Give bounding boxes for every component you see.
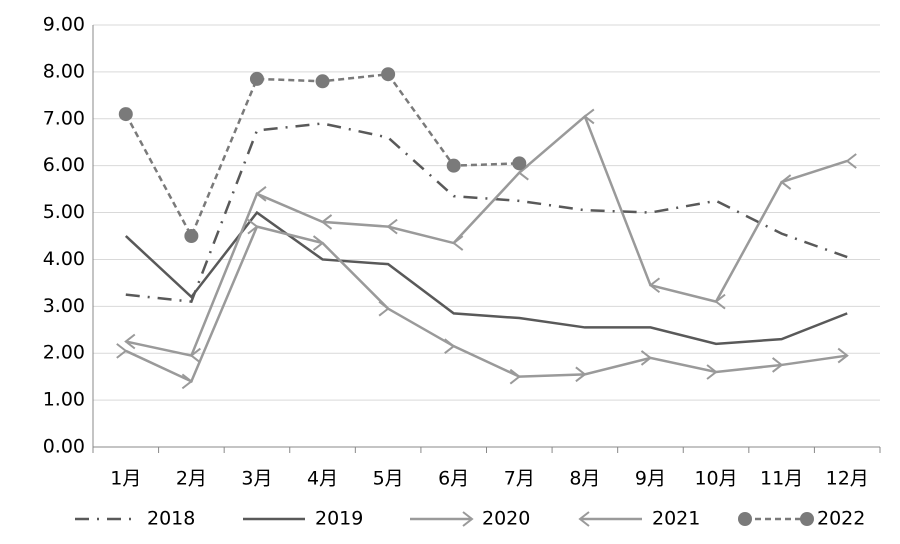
point-marker [124,333,136,350]
point-marker [772,357,784,373]
x-tick-label: 7月 [504,468,535,490]
legend-marker [800,512,814,526]
point-marker [509,368,521,385]
point-marker [837,347,849,364]
point-marker [247,218,259,235]
point-marker [714,293,726,310]
series-line [125,114,848,358]
point-marker [446,158,461,173]
point-marker [116,343,128,359]
y-tick-label: 7.00 [43,107,85,129]
legend-label: 2018 [147,508,195,530]
point-marker [181,373,194,390]
point-marker [320,214,333,230]
point-marker [512,156,527,171]
point-marker [315,74,330,89]
series-line [124,72,520,239]
x-tick-label: 1月 [110,468,141,490]
point-marker [517,164,529,181]
y-tick-label: 6.00 [43,154,85,176]
point-marker [255,186,267,202]
y-tick-label: 1.00 [43,389,85,411]
series-line [125,122,848,303]
point-marker [640,350,653,366]
x-tick-label: 10月 [694,468,737,490]
x-tick-label: 12月 [826,468,869,490]
point-marker [378,300,390,317]
point-marker [706,364,718,380]
x-tick-label: 11月 [760,468,803,490]
point-marker [249,71,264,86]
x-tick-label: 6月 [438,468,469,490]
y-tick-label: 3.00 [43,295,85,317]
legend-label: 2021 [652,508,700,530]
x-tick-label: 9月 [635,468,666,490]
legend-label: 2022 [817,508,865,530]
legend-marker [578,511,590,527]
series-line [124,210,848,346]
y-tick-label: 8.00 [43,60,85,82]
point-marker [575,366,587,383]
point-marker [845,153,857,169]
point-marker [312,235,325,251]
y-tick-label: 2.00 [43,342,85,364]
x-tick-label: 2月 [176,468,207,490]
point-marker [118,107,133,122]
x-tick-label: 8月 [569,468,600,490]
point-marker [381,67,396,82]
y-tick-label: 4.00 [43,248,85,270]
point-marker [184,229,199,243]
x-tick-label: 5月 [373,468,404,490]
legend-label: 2019 [315,508,363,530]
legend-marker [738,512,752,526]
point-marker [779,174,792,190]
point-marker [386,218,398,235]
y-tick-label: 0.00 [43,436,85,458]
point-marker [452,235,464,251]
x-tick-label: 3月 [241,468,272,490]
y-tick-label: 9.00 [43,14,85,36]
point-marker [648,277,661,294]
point-marker [189,347,201,364]
series-line [125,225,848,384]
x-tick-label: 4月 [307,468,338,490]
point-marker [444,338,456,354]
legend-label: 2020 [482,508,530,530]
y-tick-label: 5.00 [43,201,85,223]
legend-marker [462,511,474,527]
point-marker [583,108,595,125]
